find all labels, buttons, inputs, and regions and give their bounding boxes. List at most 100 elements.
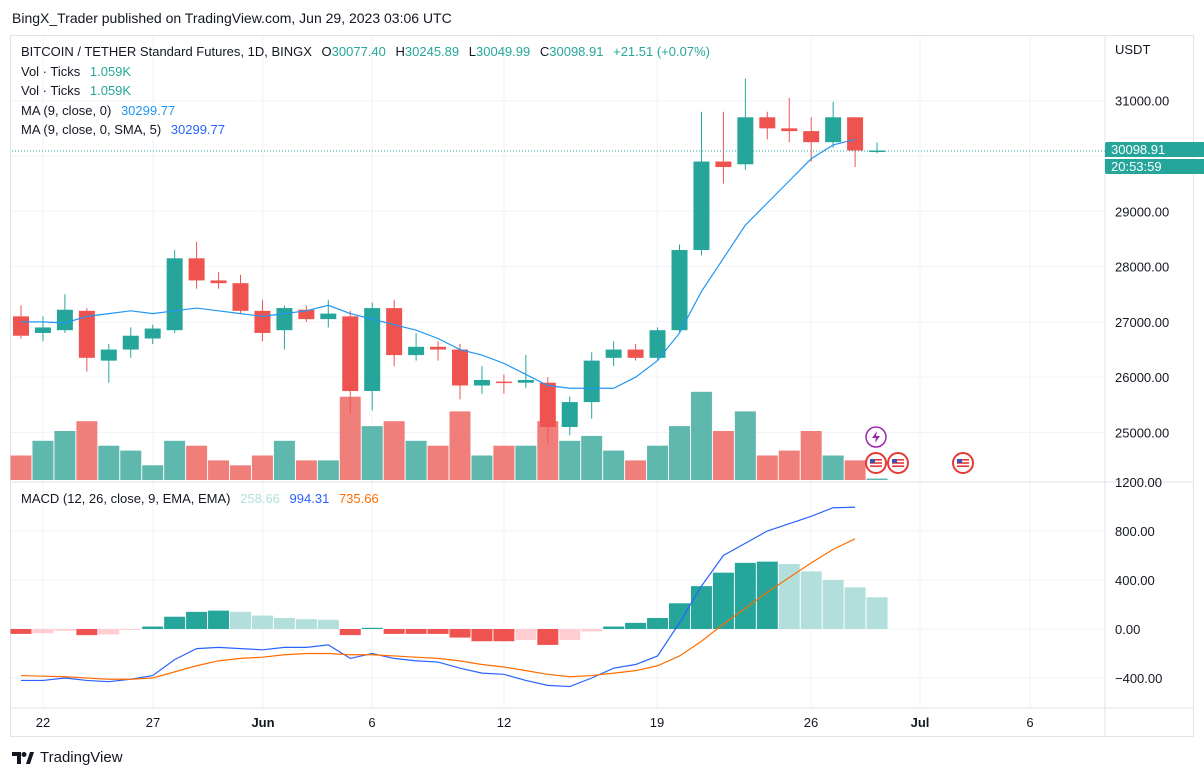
- candle-body: [869, 150, 886, 153]
- candle-body: [56, 309, 73, 331]
- us-flag-icon: [865, 452, 887, 474]
- price-axis-label: 29000.00: [1115, 204, 1169, 219]
- candle-body: [188, 258, 205, 281]
- volume-bar: [603, 450, 625, 480]
- volume-bar: [295, 460, 317, 480]
- volume-bar: [405, 440, 427, 480]
- volume-bar: [427, 445, 449, 480]
- volume-bar: [669, 426, 690, 480]
- volume-bar: [251, 455, 273, 480]
- candle-body: [803, 131, 820, 143]
- macd-hist-bar: [471, 629, 493, 642]
- candle-body: [583, 360, 600, 403]
- volume-bar: [54, 431, 76, 480]
- macd-axis-label: 0.00: [1115, 622, 1140, 637]
- macd-hist-bar: [427, 629, 449, 634]
- us-flag-icon: [952, 452, 974, 474]
- volume-bar: [471, 455, 493, 480]
- macd-hist-bar: [844, 587, 866, 629]
- candle-body: [276, 308, 293, 331]
- indicator-label: MA (9, close, 0): [21, 102, 112, 118]
- volume-bar: [581, 435, 603, 480]
- macd-hist-bar: [32, 629, 54, 634]
- time-axis-label: 27: [146, 715, 160, 730]
- time-axis-label: Jun: [251, 715, 274, 730]
- high-label: H: [395, 44, 405, 59]
- open-value: 30077.40: [331, 44, 386, 59]
- macd-hist-bar: [251, 615, 273, 629]
- volume-bar: [339, 396, 361, 480]
- candle-body: [759, 117, 776, 129]
- volume-bar: [273, 440, 295, 480]
- volume-bar: [32, 440, 54, 480]
- candle-body: [144, 328, 161, 339]
- volume-bar: [756, 455, 778, 480]
- macd-hist-bar: [493, 629, 515, 642]
- macd-hist-bar: [405, 629, 427, 634]
- indicator-row[interactable]: MA (9, close, 0, SMA, 5) 30299.77: [21, 120, 710, 140]
- candle-body: [210, 280, 227, 284]
- us-flag-icon: [887, 452, 909, 474]
- volume-bar: [647, 445, 669, 480]
- volume-bar: [186, 445, 208, 480]
- footer-brand[interactable]: TradingView: [12, 749, 123, 766]
- candle-body: [737, 117, 754, 165]
- indicator-label: Vol · Ticks: [21, 83, 81, 98]
- volume-bar: [76, 421, 98, 480]
- macd-hist-bar: [273, 617, 295, 629]
- high-value: 30245.89: [404, 44, 460, 59]
- candle-body: [364, 308, 381, 392]
- macd-hist-bar: [361, 627, 383, 629]
- open-label: O: [321, 44, 332, 59]
- price-axis-label: 31000.00: [1115, 94, 1169, 109]
- macd-hist-bar: [537, 629, 559, 645]
- price-axis-label: 27000.00: [1115, 315, 1169, 330]
- volume-bar: [10, 455, 32, 480]
- symbol-row[interactable]: BITCOIN / TETHER Standard Futures, 1D, B…: [21, 42, 710, 62]
- macd-label: MACD (12, 26, close, 9, EMA, EMA): [21, 491, 231, 506]
- macd-hist-bar: [120, 629, 142, 630]
- candle-body: [517, 379, 534, 383]
- candle-body: [320, 313, 337, 320]
- tradingview-logo-icon: [12, 751, 34, 764]
- macd-legend[interactable]: MACD (12, 26, close, 9, EMA, EMA) 258.66…: [21, 491, 379, 506]
- macd-hist-value: 258.66: [240, 491, 280, 506]
- candle-body: [100, 349, 117, 361]
- candle-body: [122, 335, 139, 350]
- macd-hist-bar: [581, 629, 603, 632]
- macd-hist-bar: [76, 629, 98, 636]
- candlesticks: [13, 78, 886, 444]
- indicator-row[interactable]: Vol · Ticks 1.059K: [21, 62, 710, 82]
- currency-label[interactable]: USDT: [1115, 42, 1151, 57]
- volume-bar: [120, 450, 142, 480]
- candle-body: [408, 346, 425, 356]
- time-axis-label: 6: [1026, 715, 1033, 730]
- macd-hist-bar: [800, 571, 822, 629]
- candle-body: [605, 349, 622, 358]
- indicator-value: 1.059K: [89, 83, 132, 98]
- macd-value: 994.31: [289, 491, 330, 506]
- macd-hist-bar: [515, 629, 537, 641]
- macd-hist-bar: [822, 580, 844, 629]
- price-axis-labels: 31000.00 29000.00 28000.00 27000.00 26000.00…: [1115, 94, 1169, 441]
- macd-hist-bar: [449, 629, 471, 638]
- low-label: L: [468, 44, 476, 59]
- indicator-row[interactable]: MA (9, close, 0) 30299.77: [21, 101, 710, 121]
- candle-body: [671, 250, 688, 331]
- macd-hist-bar: [230, 611, 251, 629]
- macd-hist-bar: [603, 626, 625, 629]
- indicator-row[interactable]: Vol · Ticks 1.059K: [21, 81, 710, 101]
- indicator-value: 1.059K: [89, 63, 132, 79]
- macd-hist-bar: [866, 597, 888, 629]
- candle-body: [342, 316, 359, 392]
- symbol-title: BITCOIN / TETHER Standard Futures, 1D, B…: [21, 44, 312, 59]
- volume-bar: [712, 431, 734, 480]
- volume-bar: [164, 440, 186, 480]
- macd-hist-bar: [208, 610, 230, 629]
- countdown-tag: 20:53:59: [1105, 159, 1204, 174]
- indicator-label: Vol · Ticks: [21, 63, 81, 79]
- macd-axis-label: 800.00: [1115, 524, 1155, 539]
- time-axis-label: Jul: [911, 715, 930, 730]
- volume-bar: [778, 450, 800, 480]
